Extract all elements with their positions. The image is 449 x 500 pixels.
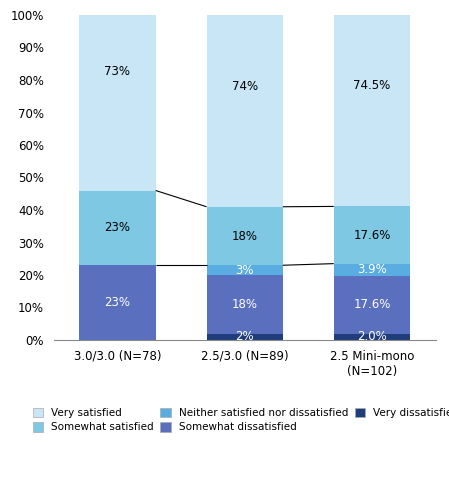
Text: 74.5%: 74.5% bbox=[353, 79, 391, 92]
Text: 3.9%: 3.9% bbox=[357, 264, 387, 276]
Bar bbox=[79, 0, 156, 190]
Bar bbox=[79, 265, 156, 340]
Text: 74%: 74% bbox=[232, 80, 258, 93]
Text: 17.6%: 17.6% bbox=[353, 298, 391, 312]
Bar bbox=[207, 0, 283, 207]
Bar bbox=[334, 276, 410, 334]
Bar bbox=[207, 207, 283, 265]
Text: 17.6%: 17.6% bbox=[353, 228, 391, 241]
Bar bbox=[334, 264, 410, 276]
Text: 73%: 73% bbox=[105, 66, 131, 78]
Bar bbox=[334, 334, 410, 340]
Bar bbox=[334, 206, 410, 264]
Bar bbox=[79, 190, 156, 265]
Bar bbox=[334, 0, 410, 206]
Legend: Very satisfied, Somewhat satisfied, Neither satisfied nor dissatisfied, Somewhat: Very satisfied, Somewhat satisfied, Neit… bbox=[29, 404, 449, 436]
Text: 2.0%: 2.0% bbox=[357, 330, 387, 343]
Text: 23%: 23% bbox=[105, 296, 131, 309]
Bar bbox=[207, 275, 283, 334]
Text: 3%: 3% bbox=[235, 264, 254, 276]
Text: 2%: 2% bbox=[235, 330, 254, 343]
Bar bbox=[207, 334, 283, 340]
Bar bbox=[207, 265, 283, 275]
Text: 18%: 18% bbox=[232, 298, 258, 310]
Text: 23%: 23% bbox=[105, 222, 131, 234]
Text: 18%: 18% bbox=[232, 230, 258, 242]
